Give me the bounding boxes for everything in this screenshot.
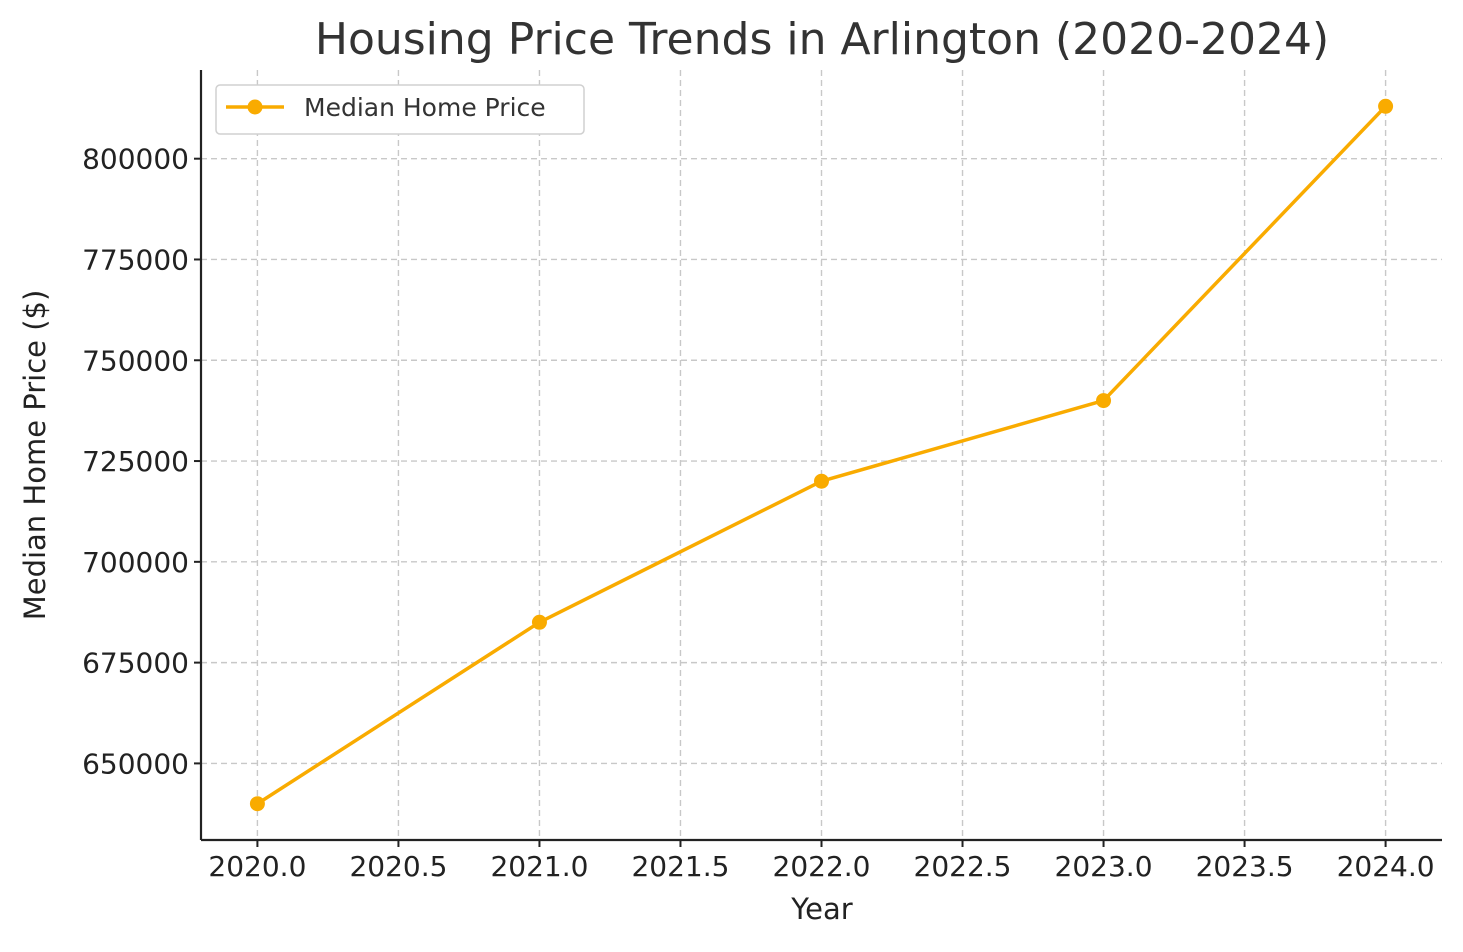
y-tick-label: 800000 [82,143,189,176]
grid-lines [201,70,1442,840]
data-point [531,614,547,630]
data-point [1096,393,1112,409]
chart-title: Housing Price Trends in Arlington (2020-… [315,14,1329,65]
x-tick-label: 2024.0 [1337,850,1435,883]
y-axis-ticks: 650000 675000 700000 725000 750000 775000 8000… [82,143,201,780]
x-tick-label: 2023.5 [1196,850,1294,883]
x-axis-label: Year [790,892,852,926]
y-tick-label: 775000 [82,243,189,276]
y-axis-label: Median Home Price ($) [18,290,52,621]
legend-marker-swatch [247,99,263,115]
x-tick-label: 2021.5 [631,850,729,883]
y-tick-label: 650000 [82,747,189,780]
y-tick-label: 725000 [82,445,189,478]
x-tick-label: 2022.5 [914,850,1012,883]
y-tick-label: 750000 [82,344,189,377]
series-layer [249,98,1394,812]
x-tick-label: 2021.0 [490,850,588,883]
data-point [1378,98,1394,114]
data-point [814,473,829,489]
legend-label: Median Home Price [304,93,546,122]
data-point [249,796,265,812]
x-tick-label: 2020.0 [208,850,306,883]
legend: Median Home Price [215,84,585,135]
x-tick-label: 2023.0 [1055,850,1153,883]
y-tick-label: 700000 [82,546,189,579]
y-tick-label: 675000 [82,647,189,680]
x-tick-label: 2022.0 [773,850,871,883]
x-axis-ticks: 2020.0 2020.5 2021.0 2021.5 2022.0 2022.5 2023… [208,840,1435,883]
legend-box [215,84,585,135]
x-tick-label: 2020.5 [349,850,447,883]
